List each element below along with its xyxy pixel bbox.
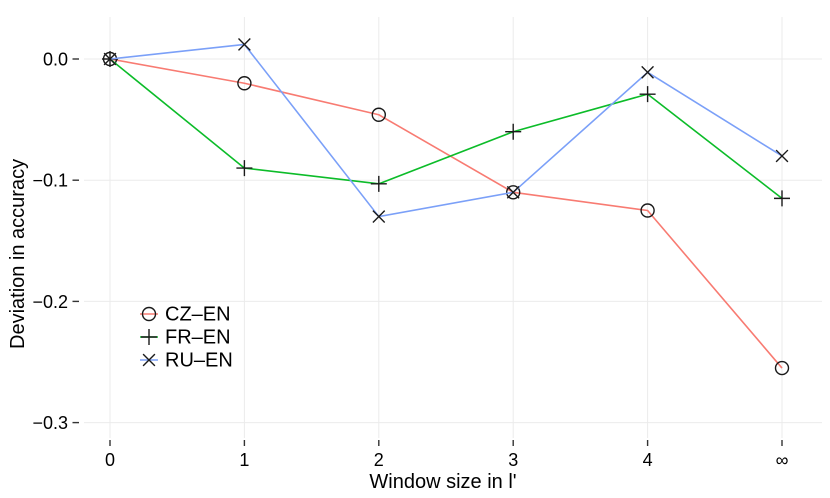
y-axis-title: Deviation in accuracy [7, 158, 29, 349]
plus-marker [505, 123, 522, 140]
plus-marker [141, 329, 157, 345]
circle-marker [371, 107, 386, 122]
y-axis-tick-label: 0.0 [43, 50, 68, 70]
legend-item-cz-en: CZ–EN [140, 304, 231, 326]
x-marker [506, 185, 520, 199]
y-axis-tick-label: −0.1 [32, 171, 68, 191]
plus-marker [639, 86, 656, 103]
axis-ticks [72, 58, 783, 446]
legend-item-fr-en: FR–EN [140, 327, 231, 349]
series-line-fr-en [109, 58, 783, 200]
x-marker [641, 65, 654, 79]
series-line-ru-en [109, 43, 783, 218]
series-fr-en [102, 51, 790, 207]
x-axis-title: Window size in l' [369, 471, 517, 493]
legend-label: FR–EN [165, 327, 231, 349]
x-marker [372, 210, 386, 223]
x-axis-tick-label: 0 [105, 450, 115, 470]
x-axis-tick-label: 4 [643, 450, 653, 470]
plot-grid [84, 17, 822, 438]
x-axis-tick-label: ∞ [776, 450, 789, 470]
circle-marker [774, 360, 790, 376]
plus-marker [236, 160, 253, 177]
circle-marker [506, 185, 521, 200]
x-axis-tick-label: 3 [508, 450, 518, 470]
circle-marker [237, 76, 252, 91]
x-axis-tick-label: 1 [239, 450, 249, 470]
y-axis-tick-label: −0.3 [32, 413, 68, 433]
x-marker [238, 38, 251, 51]
series-ru-en [103, 38, 789, 223]
series-line-cz-en [109, 58, 783, 369]
legend-item-ru-en: RU–EN [140, 350, 233, 372]
plus-marker [370, 175, 387, 192]
circle-marker [141, 306, 157, 322]
x-marker [142, 353, 156, 367]
legend-label: CZ–EN [165, 304, 231, 326]
legend-label: RU–EN [165, 350, 233, 372]
x-marker [775, 149, 789, 163]
y-axis-tick-label: −0.2 [32, 292, 68, 312]
x-marker [103, 52, 117, 66]
axis-tick-labels: 0 1 2 3 4 ∞ 0.0 −0.1 −0.2 −0.3 [32, 50, 788, 471]
x-axis-tick-label: 2 [374, 450, 384, 470]
plus-marker [774, 190, 790, 207]
circle-marker [640, 203, 655, 218]
